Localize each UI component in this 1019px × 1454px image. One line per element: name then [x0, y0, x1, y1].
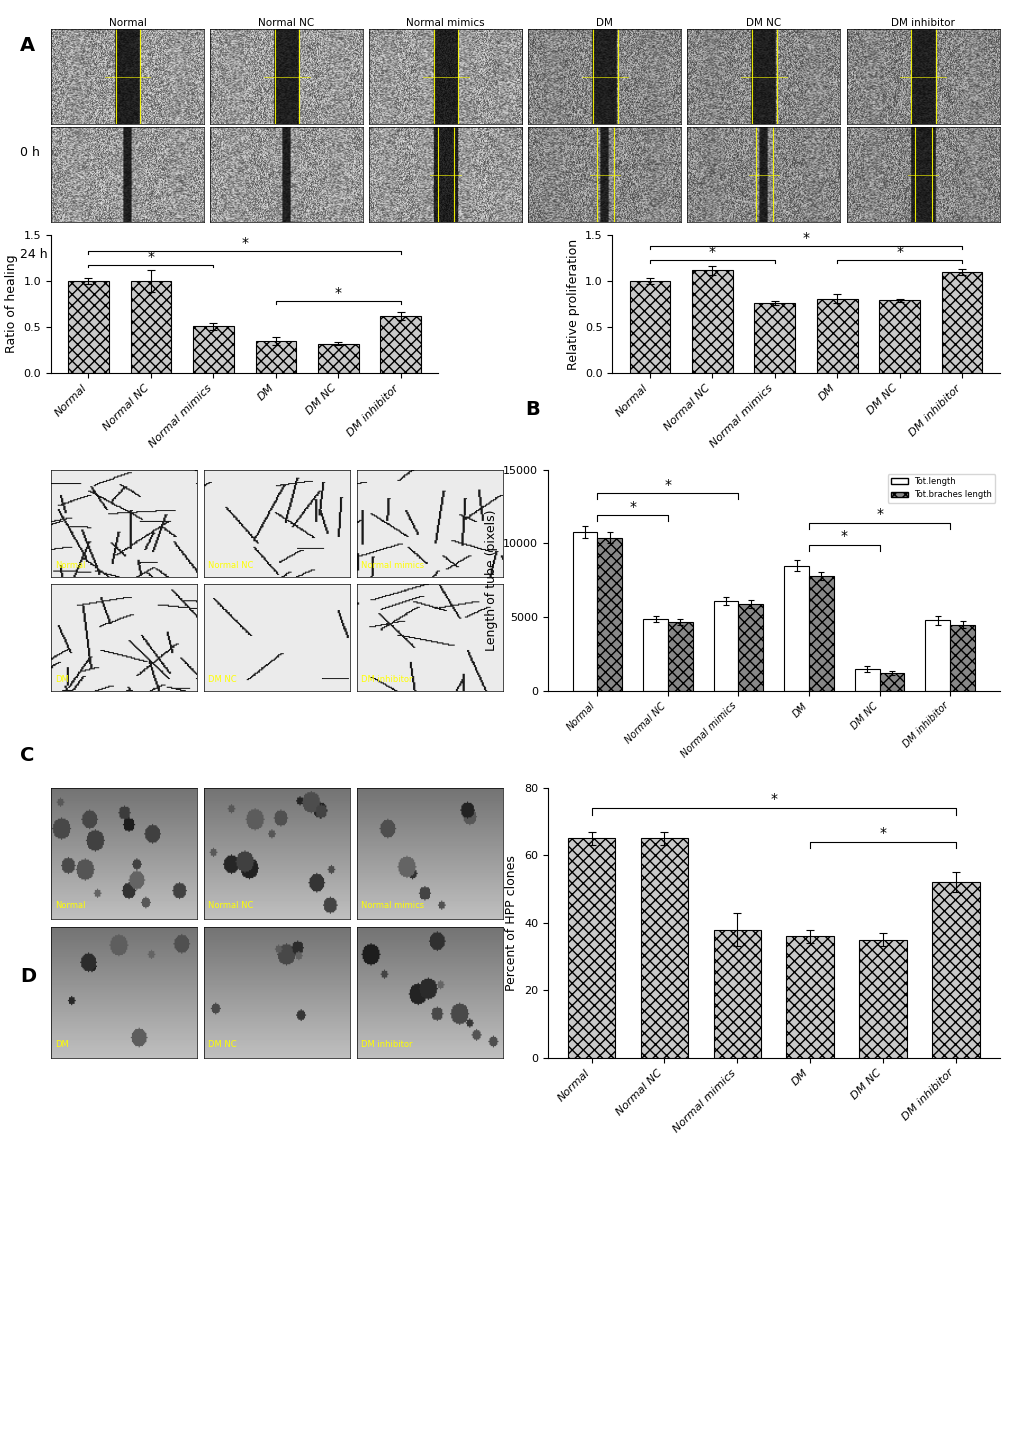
Title: Normal NC: Normal NC [258, 19, 315, 28]
Y-axis label: Percent of HPP clones: Percent of HPP clones [505, 855, 518, 990]
Text: DM: DM [55, 675, 68, 683]
Bar [784, 566, 808, 691]
Bar [193, 326, 233, 374]
Bar [786, 936, 834, 1059]
Bar [256, 340, 296, 374]
Bar [950, 625, 974, 691]
Text: DM inhibitor: DM inhibitor [361, 1041, 412, 1050]
Bar [572, 532, 597, 691]
Bar [878, 673, 904, 691]
Text: *: * [896, 246, 902, 259]
Text: C: C [20, 746, 35, 765]
Bar [640, 839, 688, 1059]
Y-axis label: Relative proliferation: Relative proliferation [566, 238, 579, 369]
Text: 0 h: 0 h [20, 147, 40, 158]
Bar [68, 281, 109, 374]
Bar [808, 576, 833, 691]
Text: Normal: Normal [55, 561, 86, 570]
Bar [629, 281, 669, 374]
Title: DM: DM [596, 19, 612, 28]
Text: DM: DM [55, 1041, 68, 1050]
Text: *: * [708, 246, 715, 259]
Text: *: * [840, 529, 847, 544]
Text: DM inhibitor: DM inhibitor [361, 675, 412, 683]
Text: DM NC: DM NC [208, 675, 236, 683]
Bar [816, 298, 857, 374]
Text: *: * [148, 250, 154, 263]
Text: *: * [875, 507, 882, 522]
Text: Normal mimics: Normal mimics [361, 901, 424, 910]
Text: Normal: Normal [55, 901, 86, 910]
Text: *: * [663, 478, 671, 491]
Title: Normal mimics: Normal mimics [406, 19, 485, 28]
Text: DM NC: DM NC [208, 1041, 236, 1050]
Bar [931, 883, 978, 1059]
Bar [924, 621, 950, 691]
Bar [568, 839, 614, 1059]
Bar [754, 304, 794, 374]
Text: Normal mimics: Normal mimics [361, 561, 424, 570]
Title: DM inhibitor: DM inhibitor [891, 19, 954, 28]
Text: *: * [240, 236, 248, 250]
Bar [643, 619, 667, 691]
Text: *: * [878, 826, 886, 840]
Bar [380, 316, 421, 374]
Bar [318, 343, 359, 374]
Text: Normal NC: Normal NC [208, 901, 253, 910]
Text: *: * [334, 286, 341, 301]
Bar [878, 301, 919, 374]
Bar [597, 538, 622, 691]
Bar [713, 929, 760, 1059]
Bar [130, 281, 171, 374]
Legend: Tot.length, Tot.braches length: Tot.length, Tot.braches length [887, 474, 995, 503]
Bar [691, 270, 732, 374]
Y-axis label: Ratio of healing: Ratio of healing [5, 254, 18, 353]
Bar [858, 939, 906, 1059]
Text: *: * [802, 231, 809, 246]
Text: A: A [20, 36, 36, 55]
Text: Normal NC: Normal NC [208, 561, 253, 570]
Bar [667, 622, 692, 691]
Y-axis label: Length of tube (pixels): Length of tube (pixels) [484, 509, 497, 651]
Bar [941, 272, 981, 374]
Bar [738, 603, 762, 691]
Bar [713, 601, 738, 691]
Bar [854, 669, 878, 691]
Text: B: B [525, 400, 539, 419]
Title: DM NC: DM NC [746, 19, 781, 28]
Text: *: * [769, 792, 776, 806]
Text: 24 h: 24 h [20, 249, 48, 260]
Text: D: D [20, 967, 37, 986]
Title: Normal: Normal [108, 19, 147, 28]
Text: *: * [629, 500, 636, 515]
